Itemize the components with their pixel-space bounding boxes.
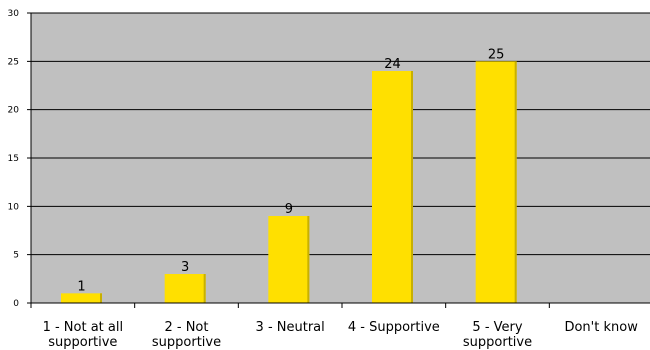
x-category-label: 5 - Very bbox=[472, 320, 522, 335]
y-tick-label: 20 bbox=[8, 106, 20, 116]
bar bbox=[164, 274, 206, 303]
bar bbox=[61, 293, 102, 303]
x-category-label: Don't know bbox=[564, 320, 638, 335]
y-tick-label: 15 bbox=[8, 154, 19, 164]
y-tick-label: 5 bbox=[13, 251, 19, 261]
data-label: 3 bbox=[181, 260, 189, 275]
x-category-label: supportive bbox=[463, 335, 532, 350]
data-label: 9 bbox=[285, 202, 293, 217]
x-category-label: 2 - Not bbox=[164, 320, 208, 335]
bar-edge bbox=[307, 216, 310, 303]
data-label: 24 bbox=[384, 57, 401, 72]
x-category-label: 3 - Neutral bbox=[256, 320, 325, 335]
bar bbox=[268, 216, 310, 303]
x-category-label: 4 - Supportive bbox=[348, 320, 440, 335]
y-tick-label: 10 bbox=[8, 202, 20, 212]
bar bbox=[372, 71, 413, 303]
y-tick-label: 30 bbox=[8, 9, 20, 19]
bar-edge bbox=[514, 61, 517, 304]
data-label: 1 bbox=[77, 279, 85, 294]
y-tick-label: 25 bbox=[8, 57, 19, 67]
x-category-label: supportive bbox=[48, 335, 117, 350]
bar-edge bbox=[100, 293, 102, 303]
data-label: 25 bbox=[488, 47, 505, 62]
y-tick-label: 0 bbox=[13, 299, 19, 309]
bar bbox=[475, 61, 517, 304]
bar-edge bbox=[203, 274, 206, 303]
x-category-label: supportive bbox=[152, 335, 221, 350]
bar-edge bbox=[411, 71, 413, 303]
x-category-label: 1 - Not at all bbox=[43, 320, 124, 335]
